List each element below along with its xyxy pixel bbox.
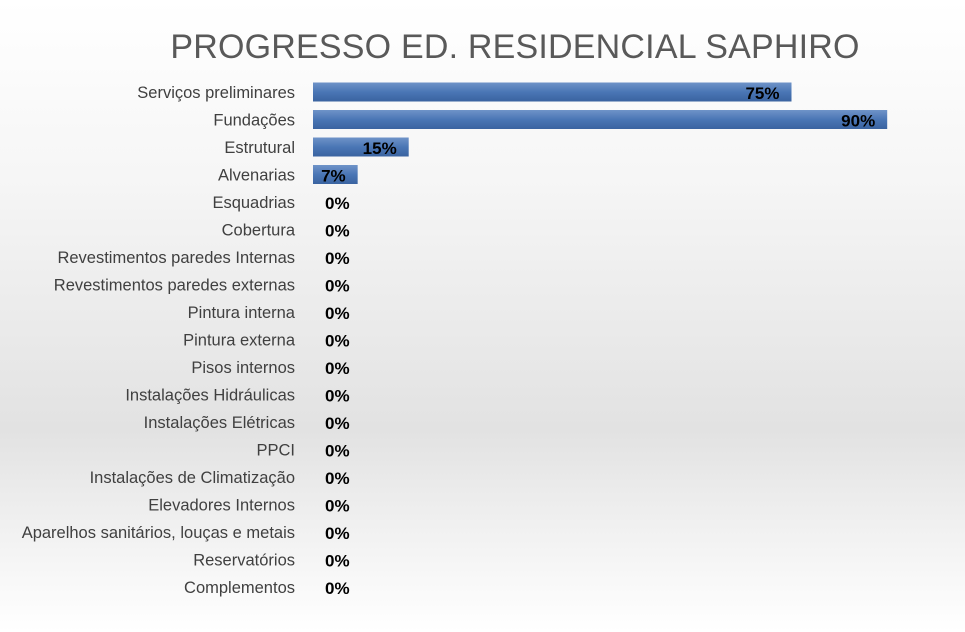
bar	[313, 165, 358, 184]
data-label: 0%	[325, 497, 350, 516]
data-label: 0%	[325, 277, 350, 296]
data-label: 0%	[325, 414, 350, 433]
category-label: Elevadores Internos	[148, 497, 295, 515]
data-label: 75%	[745, 84, 779, 103]
category-label: Complementos	[184, 579, 295, 597]
category-label: Pisos internos	[191, 359, 295, 377]
bar	[313, 110, 888, 129]
data-label: 0%	[325, 194, 350, 213]
category-label: Pintura externa	[183, 332, 296, 350]
category-label: Cobertura	[222, 222, 296, 240]
data-label: 0%	[325, 332, 350, 351]
category-label: Aparelhos sanitários, louças e metais	[22, 524, 295, 542]
category-label: Alvenarias	[218, 167, 295, 185]
data-label: 15%	[363, 139, 397, 158]
data-label: 0%	[325, 552, 350, 571]
category-label: Pintura interna	[188, 304, 296, 322]
category-label: Estrutural	[224, 139, 295, 157]
category-label: Esquadrias	[212, 194, 295, 212]
data-label: 7%	[321, 167, 346, 186]
data-label: 0%	[325, 442, 350, 461]
category-label: Instalações Elétricas	[144, 414, 295, 432]
data-label: 0%	[325, 249, 350, 268]
category-label: Revestimentos paredes Internas	[57, 249, 295, 267]
category-label: Serviços preliminares	[137, 84, 295, 102]
bar	[313, 82, 792, 102]
data-label: 0%	[325, 524, 350, 543]
category-label: Instalações Hidráulicas	[125, 387, 295, 405]
data-label: 90%	[841, 112, 875, 131]
bar	[313, 137, 409, 157]
category-label: PPCI	[256, 442, 295, 460]
chart-title: PROGRESSO ED. RESIDENCIAL SAPHIRO	[170, 28, 860, 66]
category-label: Revestimentos paredes externas	[54, 277, 295, 295]
data-label: 0%	[325, 222, 350, 241]
category-label: Fundações	[213, 112, 295, 130]
category-label: Reservatórios	[193, 552, 295, 570]
data-label: 0%	[325, 359, 350, 378]
category-label: Instalações de Climatização	[90, 469, 295, 487]
data-label: 0%	[325, 304, 350, 323]
data-label: 0%	[325, 469, 350, 488]
data-label: 0%	[325, 579, 350, 598]
data-label: 0%	[325, 387, 350, 406]
